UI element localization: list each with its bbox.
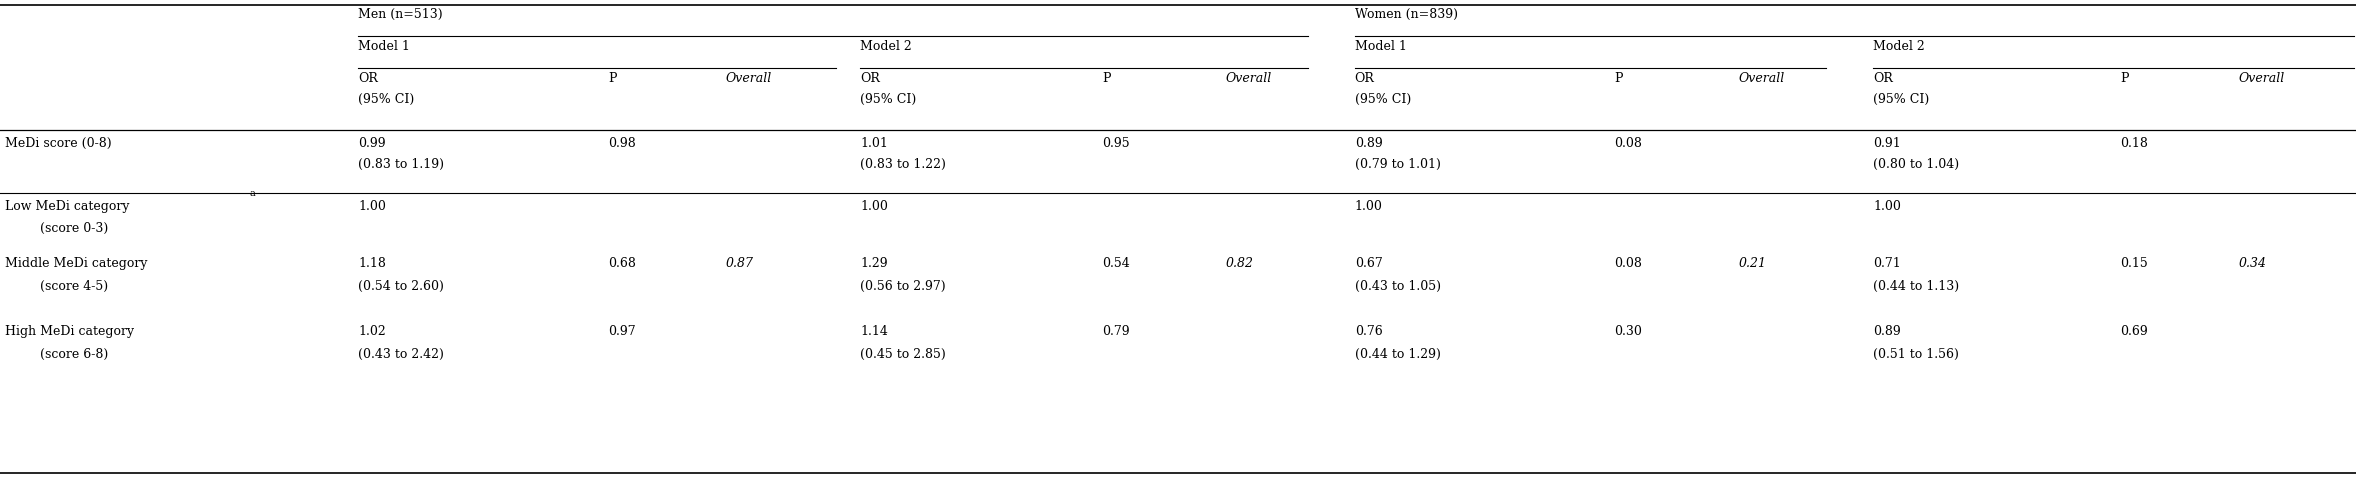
Text: P: P <box>2120 72 2130 85</box>
Text: 0.95: 0.95 <box>1103 137 1131 150</box>
Text: (95% CI): (95% CI) <box>1355 93 1411 106</box>
Text: 0.68: 0.68 <box>608 257 636 270</box>
Text: 1.14: 1.14 <box>860 325 888 338</box>
Text: Overall: Overall <box>1225 72 1272 85</box>
Text: 0.76: 0.76 <box>1355 325 1383 338</box>
Text: OR: OR <box>1355 72 1374 85</box>
Text: (score 6-8): (score 6-8) <box>40 348 108 361</box>
Text: Overall: Overall <box>1739 72 1786 85</box>
Text: Model 2: Model 2 <box>1873 40 1925 53</box>
Text: 0.54: 0.54 <box>1103 257 1131 270</box>
Text: OR: OR <box>1873 72 1892 85</box>
Text: 1.18: 1.18 <box>358 257 386 270</box>
Text: 0.30: 0.30 <box>1614 325 1642 338</box>
Text: 0.34: 0.34 <box>2238 257 2266 270</box>
Text: Model 1: Model 1 <box>1355 40 1407 53</box>
Text: Model 2: Model 2 <box>860 40 912 53</box>
Text: 0.89: 0.89 <box>1355 137 1383 150</box>
Text: (95% CI): (95% CI) <box>860 93 916 106</box>
Text: OR: OR <box>358 72 377 85</box>
Text: 1.00: 1.00 <box>358 200 386 213</box>
Text: Overall: Overall <box>726 72 773 85</box>
Text: 1.01: 1.01 <box>860 137 888 150</box>
Text: Overall: Overall <box>2238 72 2285 85</box>
Text: 0.08: 0.08 <box>1614 257 1642 270</box>
Text: Men (n=513): Men (n=513) <box>358 8 443 21</box>
Text: Model 1: Model 1 <box>358 40 410 53</box>
Text: 0.87: 0.87 <box>726 257 754 270</box>
Text: 0.89: 0.89 <box>1873 325 1901 338</box>
Text: (95% CI): (95% CI) <box>1873 93 1930 106</box>
Text: OR: OR <box>860 72 879 85</box>
Text: (0.45 to 2.85): (0.45 to 2.85) <box>860 348 945 361</box>
Text: P: P <box>608 72 617 85</box>
Text: (0.83 to 1.19): (0.83 to 1.19) <box>358 158 445 171</box>
Text: High MeDi category: High MeDi category <box>5 325 134 338</box>
Text: 0.82: 0.82 <box>1225 257 1253 270</box>
Text: 1.29: 1.29 <box>860 257 888 270</box>
Text: 0.67: 0.67 <box>1355 257 1383 270</box>
Text: 0.15: 0.15 <box>2120 257 2149 270</box>
Text: 0.97: 0.97 <box>608 325 636 338</box>
Text: 0.98: 0.98 <box>608 137 636 150</box>
Text: a: a <box>250 189 254 198</box>
Text: Middle MeDi category: Middle MeDi category <box>5 257 146 270</box>
Text: 0.91: 0.91 <box>1873 137 1901 150</box>
Text: (0.56 to 2.97): (0.56 to 2.97) <box>860 280 945 293</box>
Text: 0.21: 0.21 <box>1739 257 1767 270</box>
Text: (95% CI): (95% CI) <box>358 93 415 106</box>
Text: (0.43 to 1.05): (0.43 to 1.05) <box>1355 280 1442 293</box>
Text: P: P <box>1614 72 1623 85</box>
Text: 0.08: 0.08 <box>1614 137 1642 150</box>
Text: (0.79 to 1.01): (0.79 to 1.01) <box>1355 158 1440 171</box>
Text: (0.83 to 1.22): (0.83 to 1.22) <box>860 158 945 171</box>
Text: 0.71: 0.71 <box>1873 257 1901 270</box>
Text: (0.54 to 2.60): (0.54 to 2.60) <box>358 280 443 293</box>
Text: (0.44 to 1.13): (0.44 to 1.13) <box>1873 280 1960 293</box>
Text: 1.00: 1.00 <box>860 200 888 213</box>
Text: (score 0-3): (score 0-3) <box>40 222 108 235</box>
Text: (score 4-5): (score 4-5) <box>40 280 108 293</box>
Text: (0.51 to 1.56): (0.51 to 1.56) <box>1873 348 1958 361</box>
Text: (0.80 to 1.04): (0.80 to 1.04) <box>1873 158 1960 171</box>
Text: 0.18: 0.18 <box>2120 137 2149 150</box>
Text: (0.43 to 2.42): (0.43 to 2.42) <box>358 348 443 361</box>
Text: 0.79: 0.79 <box>1103 325 1131 338</box>
Text: Women (n=839): Women (n=839) <box>1355 8 1458 21</box>
Text: (0.44 to 1.29): (0.44 to 1.29) <box>1355 348 1440 361</box>
Text: 1.02: 1.02 <box>358 325 386 338</box>
Text: 1.00: 1.00 <box>1873 200 1901 213</box>
Text: P: P <box>1103 72 1112 85</box>
Text: 1.00: 1.00 <box>1355 200 1383 213</box>
Text: MeDi score (0-8): MeDi score (0-8) <box>5 137 111 150</box>
Text: 0.69: 0.69 <box>2120 325 2149 338</box>
Text: 0.99: 0.99 <box>358 137 386 150</box>
Text: Low MeDi category: Low MeDi category <box>5 200 130 213</box>
